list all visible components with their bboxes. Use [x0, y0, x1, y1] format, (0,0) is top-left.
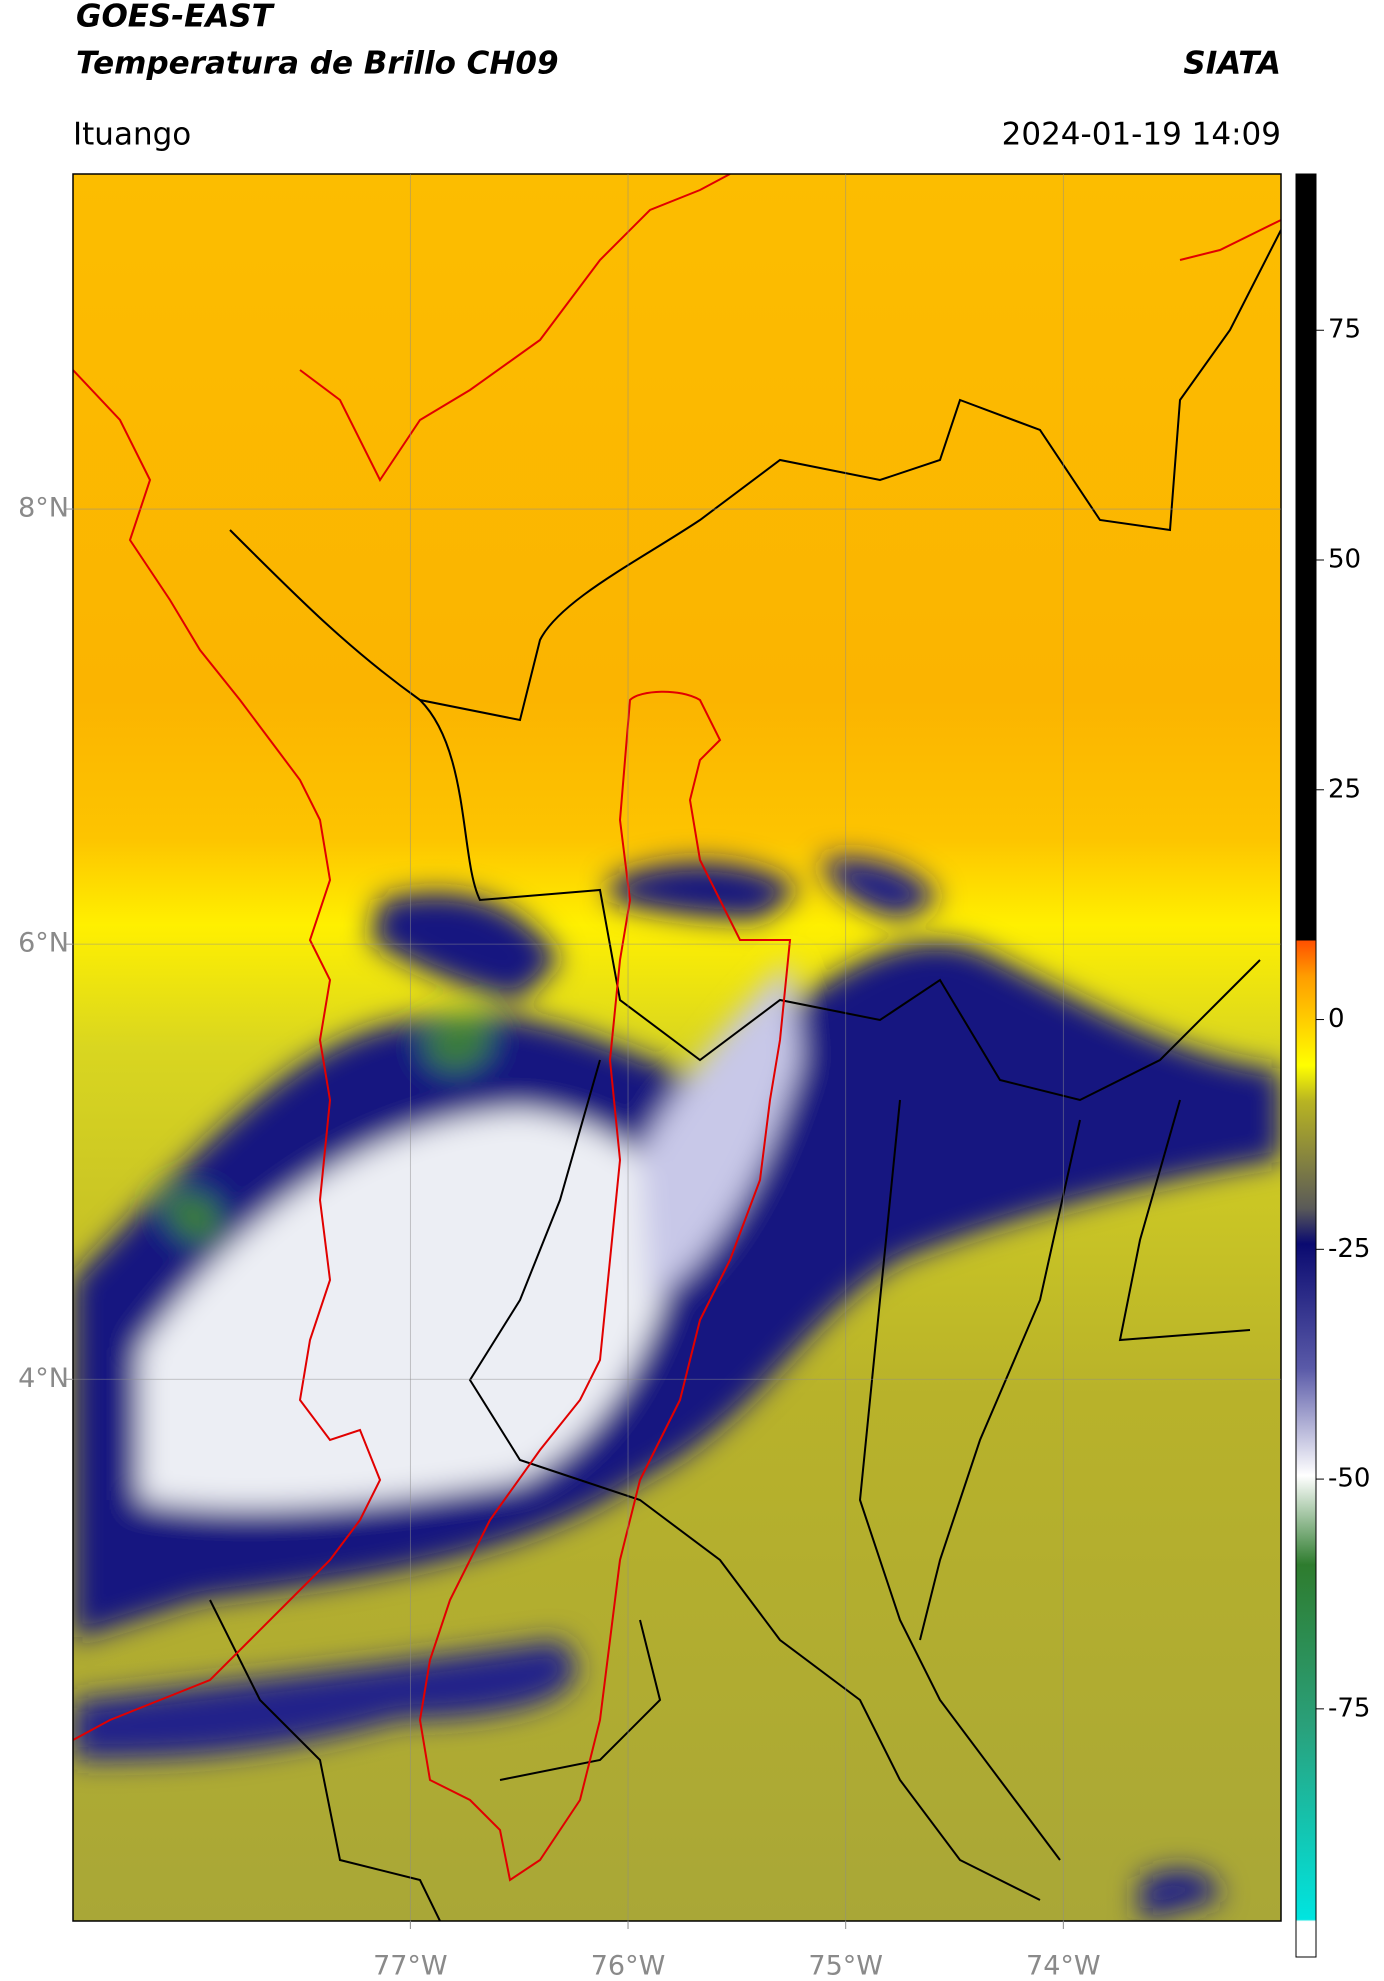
colorbar-label: 0: [1328, 1004, 1345, 1034]
colorbar-label: 25: [1328, 774, 1361, 804]
title: GOES-EAST: [76, 0, 276, 35]
location: Ituango: [73, 117, 191, 153]
map-image: [73, 174, 1281, 1921]
lat-label: 4°N: [18, 1363, 69, 1394]
colorbar: [1295, 173, 1317, 1958]
datetime: 2024-01-19 14:09: [1002, 117, 1281, 153]
source: SIATA: [1183, 46, 1281, 82]
colorbar-label: -50: [1328, 1464, 1370, 1494]
map-frame: [72, 173, 1282, 1922]
colorbar-label: -75: [1328, 1693, 1370, 1723]
lon-label: 75°W: [808, 1951, 883, 1981]
lat-label: 6°N: [18, 928, 69, 959]
lat-label: 8°N: [18, 493, 69, 524]
colorbar-label: 50: [1328, 545, 1361, 575]
ticks: 77°W 76°W 75°W 74°W 8°N 6°N 4°N 75 50 25 0 -25 -50 -7…: [18, 174, 1370, 1981]
lon-label: 74°W: [1026, 1951, 1101, 1981]
lon-label: 76°W: [591, 1951, 666, 1981]
subtitle: Temperatura de Brillo CH09: [76, 46, 559, 82]
lon-label: 77°W: [373, 1951, 448, 1981]
colorbar-label: 75: [1328, 315, 1361, 345]
colorbar-label: -25: [1328, 1234, 1370, 1264]
